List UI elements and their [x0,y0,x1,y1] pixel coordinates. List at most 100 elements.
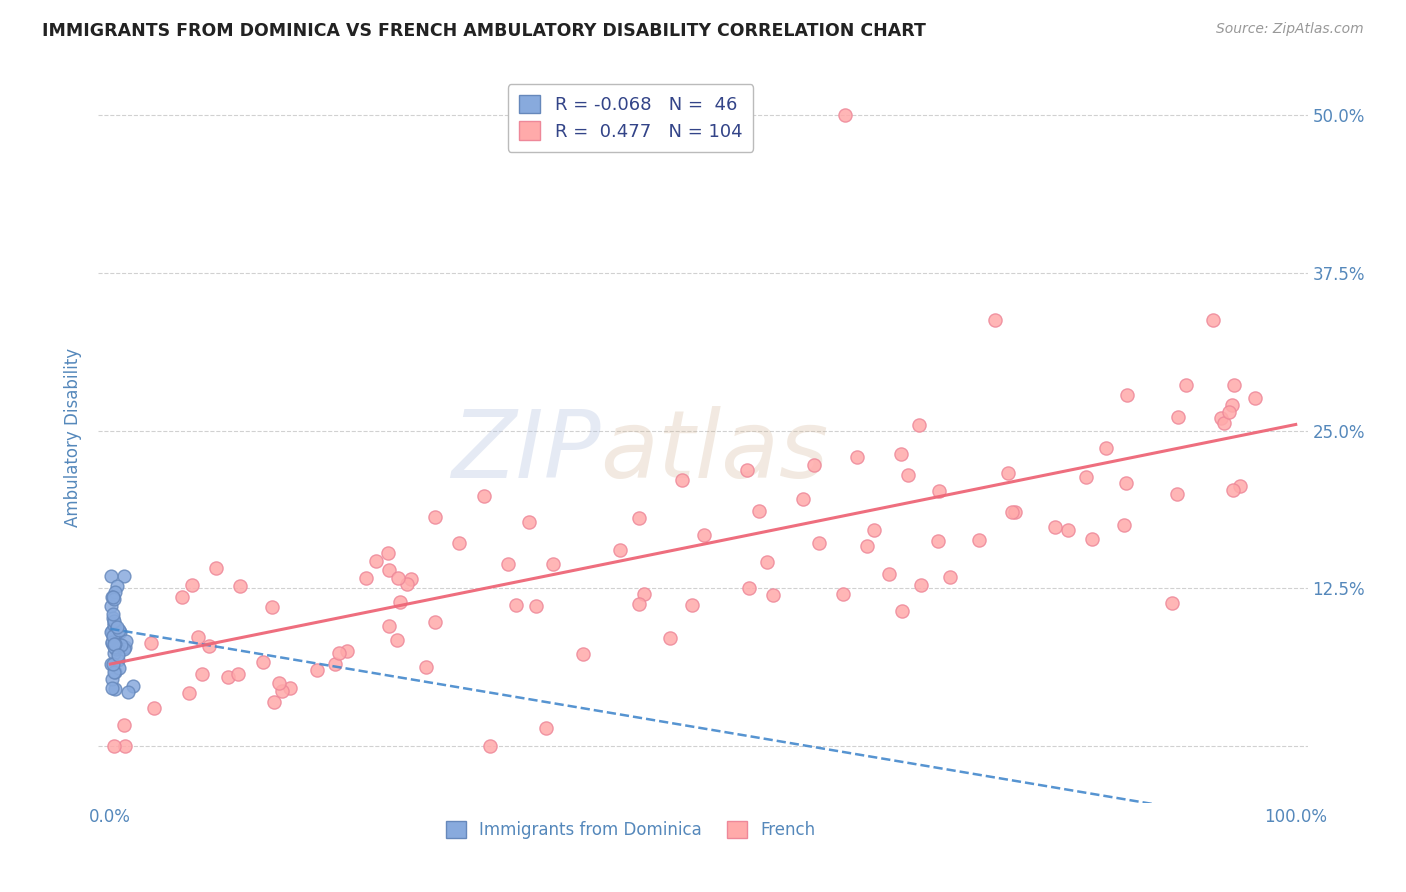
Point [104,665,127,679]
Point [114,739,136,753]
Point [928,483,950,498]
Point [328,646,350,660]
Point [1243,391,1265,405]
Point [1057,523,1080,537]
Point [762,588,785,602]
Point [1218,405,1240,419]
Point [323,657,346,672]
Point [100,591,122,605]
Point [217,670,239,684]
Point [105,579,128,593]
Point [1001,505,1024,519]
Point [1045,519,1067,533]
Point [997,466,1019,480]
Point [101,590,124,604]
Point [738,581,761,595]
Point [755,555,778,569]
Point [517,515,540,529]
Point [541,557,564,571]
Legend: Immigrants from Dominica, French: Immigrants from Dominica, French [439,814,823,846]
Point [107,653,129,667]
Point [423,615,446,630]
Point [107,661,129,675]
Point [399,572,422,586]
Point [792,491,814,506]
Point [104,584,127,599]
Point [534,721,557,735]
Point [1222,483,1244,497]
Point [103,621,125,635]
Point [269,675,291,690]
Point [101,657,124,672]
Point [336,644,359,658]
Point [101,611,124,625]
Point [115,634,138,648]
Point [505,599,527,613]
Point [101,635,124,649]
Point [107,648,129,663]
Point [181,577,204,591]
Point [1220,398,1243,412]
Point [110,638,132,652]
Point [908,417,931,432]
Point [856,539,879,553]
Point [890,604,912,618]
Point [105,640,128,655]
Point [863,523,886,537]
Point [101,629,124,643]
Point [366,554,388,568]
Point [101,607,124,621]
Point [114,569,136,583]
Point [803,458,825,472]
Point [100,624,122,639]
Point [834,108,856,122]
Point [967,533,990,548]
Point [100,657,122,671]
Point [939,569,962,583]
Point [681,598,703,612]
Text: Source: ZipAtlas.com: Source: ZipAtlas.com [1216,22,1364,37]
Point [927,534,949,549]
Point [117,685,139,699]
Point [1229,478,1251,492]
Point [627,597,650,611]
Point [179,686,201,700]
Point [395,577,418,591]
Point [104,681,127,696]
Point [100,569,122,583]
Point [103,616,125,631]
Point [496,558,519,572]
Point [658,631,681,645]
Point [101,629,124,643]
Point [735,463,758,477]
Point [449,536,471,550]
Point [229,579,252,593]
Point [1223,377,1246,392]
Point [263,695,285,709]
Point [100,599,122,613]
Point [526,599,548,613]
Point [103,665,125,679]
Point [1004,505,1026,519]
Point [845,450,868,464]
Point [808,535,831,549]
Point [104,637,127,651]
Point [1166,487,1188,501]
Point [478,739,501,753]
Point [187,630,209,644]
Point [387,570,409,584]
Point [1202,313,1225,327]
Point [378,563,401,577]
Point [252,655,274,669]
Point [609,543,631,558]
Point [832,587,855,601]
Point [105,620,128,634]
Point [572,647,595,661]
Point [122,679,145,693]
Point [103,739,125,753]
Point [1175,377,1198,392]
Y-axis label: Ambulatory Disability: Ambulatory Disability [65,348,83,526]
Point [897,467,920,482]
Point [260,600,283,615]
Point [103,637,125,651]
